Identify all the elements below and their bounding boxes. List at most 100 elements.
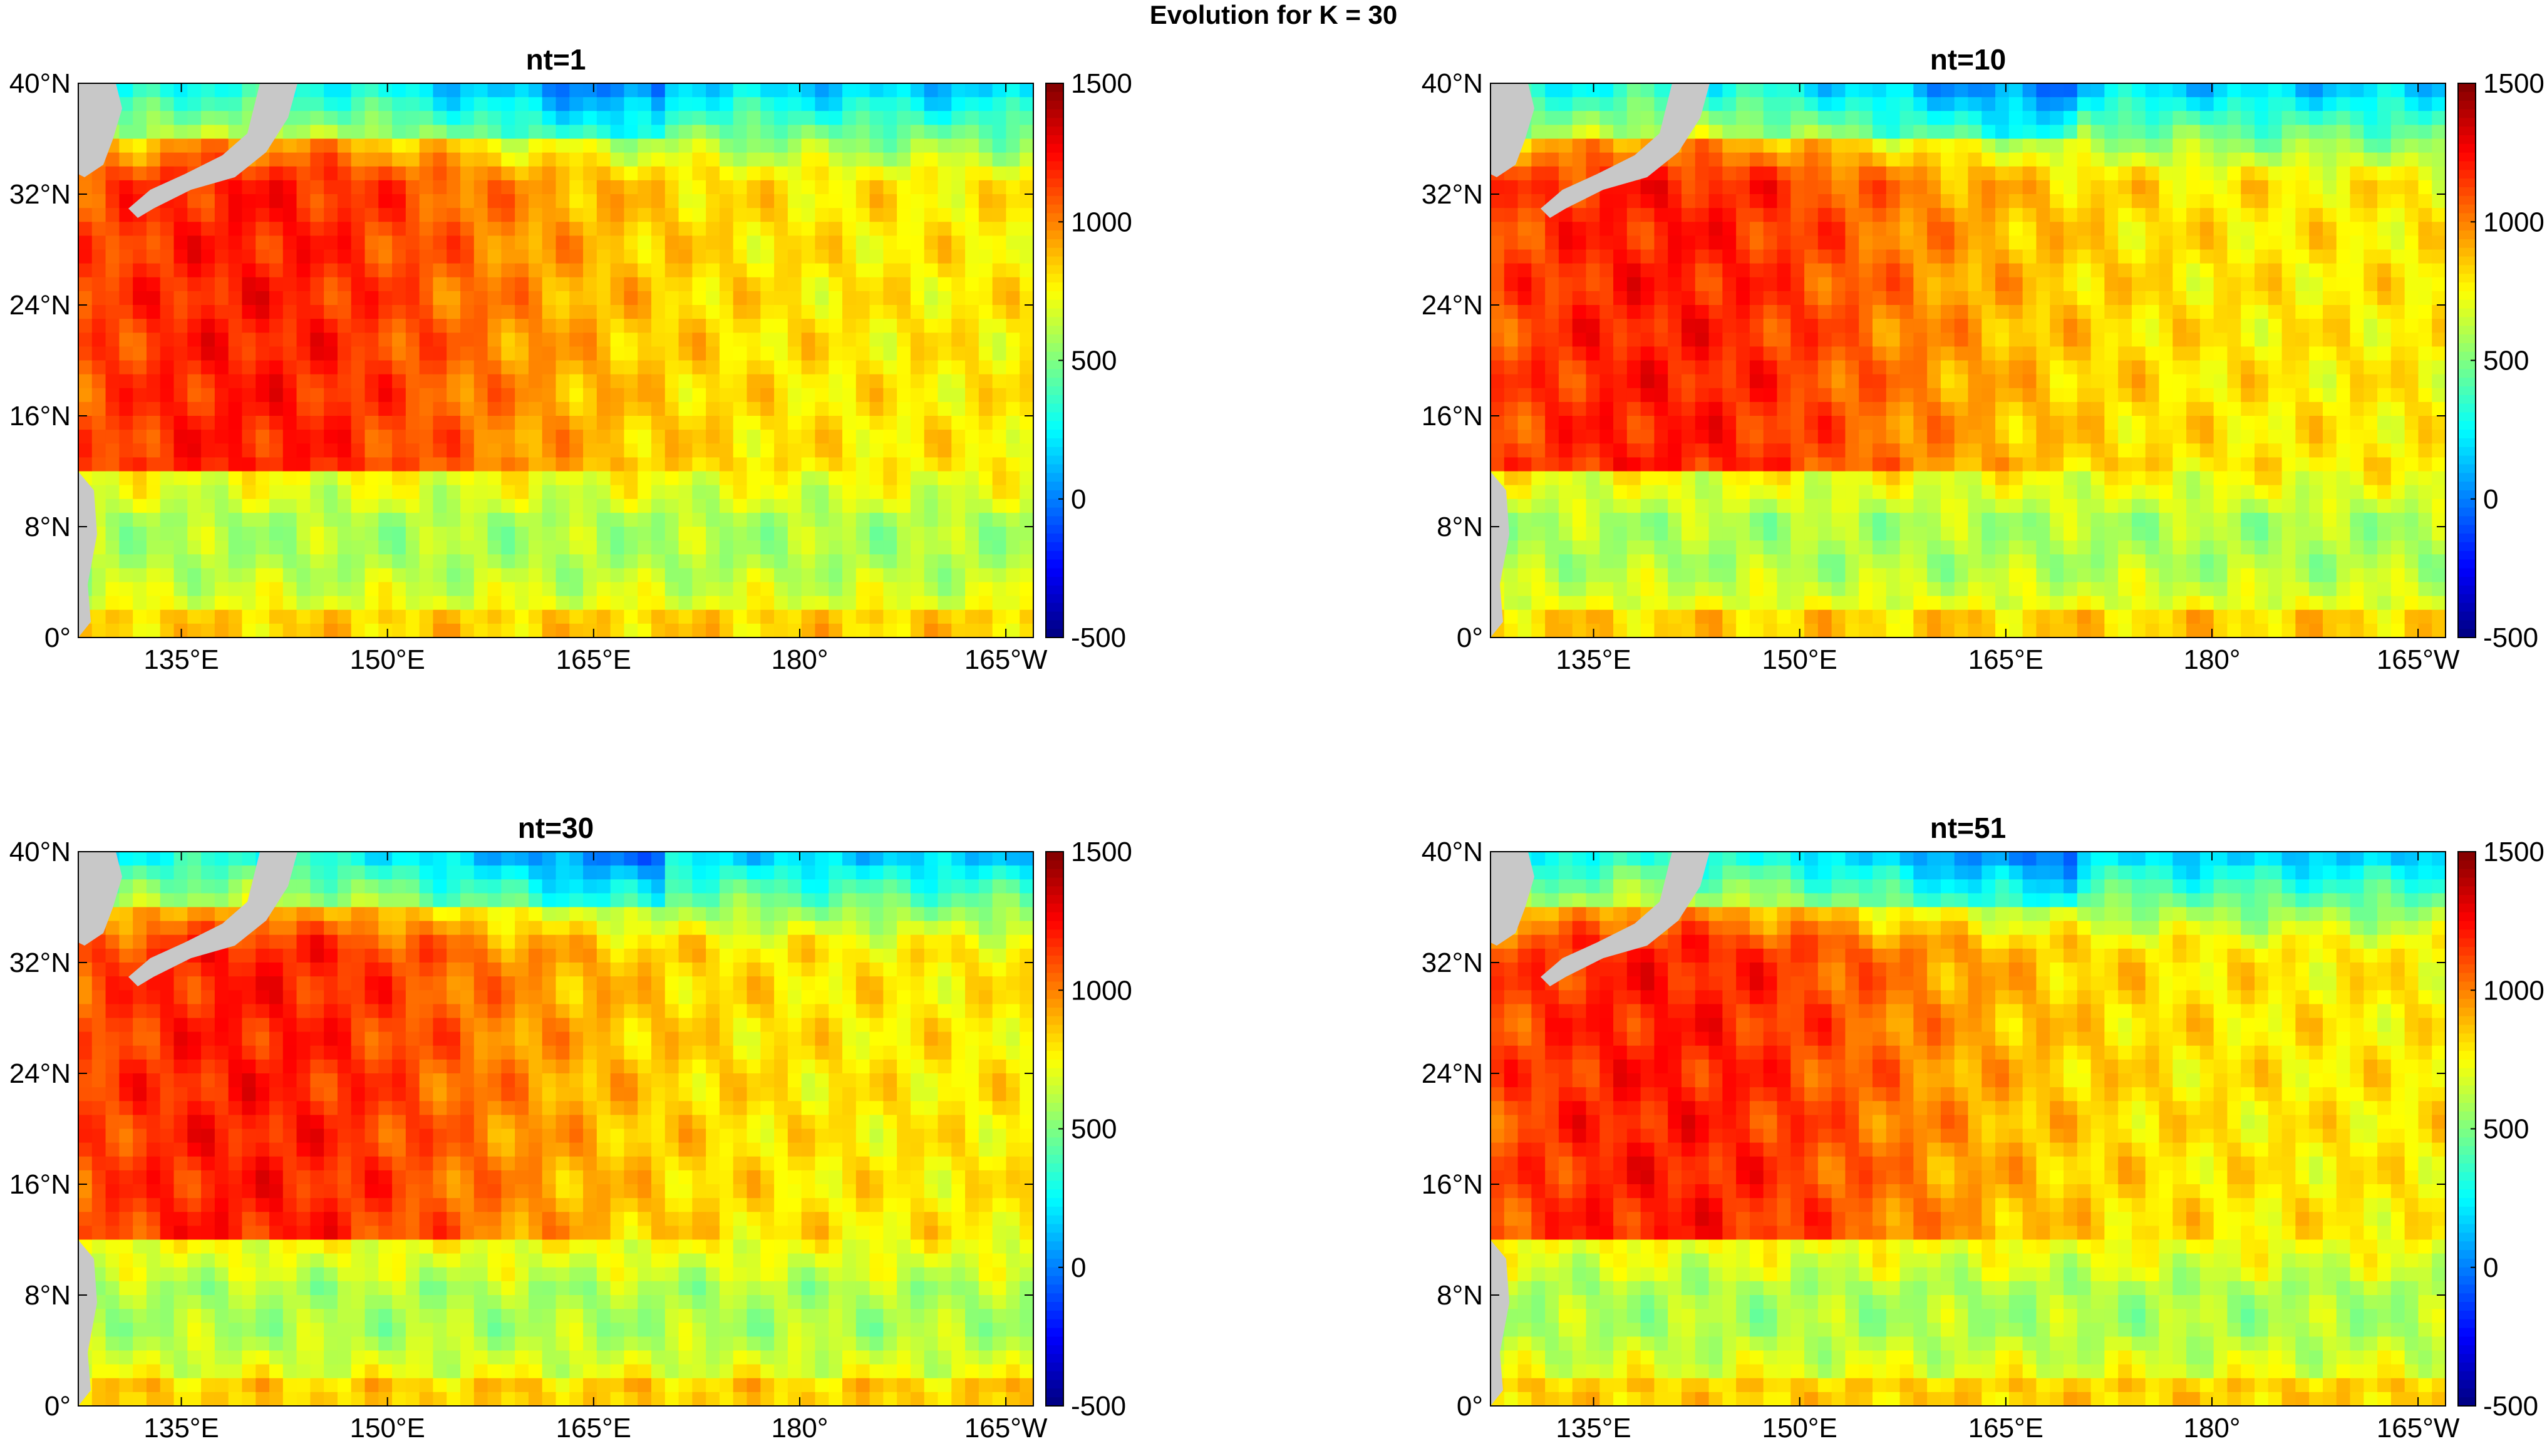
heatmap-cell [1559, 527, 1573, 541]
heatmap-cell [187, 388, 201, 403]
heatmap-cell [1818, 568, 1832, 582]
heatmap-cell [2091, 208, 2105, 222]
heatmap-cell [1586, 97, 1600, 111]
heatmap-cell [78, 388, 92, 403]
heatmap-cell [160, 153, 174, 167]
heatmap-cell [392, 235, 406, 250]
heatmap-cell [1900, 540, 1914, 555]
heatmap-cell [1981, 540, 1995, 555]
heatmap-cell [1764, 527, 1777, 541]
heatmap-cell [2064, 111, 2077, 125]
heatmap-cell [2172, 139, 2186, 153]
heatmap-cell [1845, 139, 1859, 153]
heatmap-cell [1873, 111, 1886, 125]
heatmap-cell [2186, 610, 2200, 624]
heatmap-cell [665, 194, 679, 209]
heatmap-cell [2064, 319, 2077, 333]
heatmap-cell [856, 277, 870, 292]
heatmap-cell [174, 582, 188, 597]
heatmap-cell [720, 374, 733, 389]
heatmap-cell [447, 624, 460, 638]
heatmap-cell [2118, 167, 2132, 181]
heatmap-cell [1599, 97, 1613, 111]
heatmap-cell [1559, 472, 1573, 486]
heatmap-cell [870, 499, 884, 514]
heatmap-cell [1641, 291, 1655, 306]
heatmap-cell [460, 194, 474, 209]
heatmap-cell [965, 111, 979, 125]
heatmap-cell [951, 582, 965, 597]
heatmap-cell [1818, 443, 1832, 458]
heatmap-cell [297, 194, 311, 209]
heatmap-cell [624, 610, 638, 624]
heatmap-cell [556, 111, 570, 125]
heatmap-cell [938, 346, 952, 361]
heatmap-cell [1518, 499, 1532, 514]
heatmap-cell [1573, 540, 1586, 555]
heatmap-cell [1955, 416, 1968, 430]
heatmap-cell [2146, 513, 2159, 527]
heatmap-cell [1613, 443, 1627, 458]
heatmap-cell [897, 167, 911, 181]
heatmap-cell [1995, 499, 2009, 514]
heatmap-cell [1845, 388, 1859, 403]
heatmap-cell [283, 610, 297, 624]
heatmap-cell [1750, 485, 1764, 500]
heatmap-cell [1668, 430, 1682, 444]
heatmap-cell [774, 333, 788, 347]
heatmap-cell [993, 97, 1006, 111]
heatmap-cell [897, 194, 911, 209]
heatmap-cell [979, 430, 993, 444]
heatmap-cell [433, 485, 447, 500]
heatmap-cell [406, 499, 420, 514]
heatmap-cell [392, 416, 406, 430]
heatmap-cell [842, 610, 856, 624]
heatmap-cell [2118, 527, 2132, 541]
heatmap-cell [1927, 235, 1941, 250]
heatmap-cell [1818, 83, 1832, 98]
heatmap-cell [1573, 416, 1586, 430]
heatmap-cell [1750, 374, 1764, 389]
heatmap-cell [1722, 153, 1736, 167]
heatmap-cell [2077, 111, 2091, 125]
heatmap-cell [447, 346, 460, 361]
heatmap-cell [1695, 554, 1709, 569]
heatmap-cell [1613, 235, 1627, 250]
heatmap-cell [378, 125, 392, 139]
heatmap-cell [1790, 180, 1804, 195]
heatmap-cell [215, 361, 229, 375]
heatmap-cell [474, 374, 488, 389]
heatmap-cell [1968, 277, 1982, 292]
heatmap-cell [365, 527, 379, 541]
heatmap-cell [1654, 457, 1668, 472]
heatmap-cell [938, 499, 952, 514]
heatmap-cell [283, 457, 297, 472]
heatmap-cell [365, 513, 379, 527]
heatmap-cell [774, 167, 788, 181]
heatmap-cell [1764, 443, 1777, 458]
heatmap-cell [679, 319, 693, 333]
heatmap-cell [447, 305, 460, 319]
heatmap-cell [365, 388, 379, 403]
heatmap-cell [856, 235, 870, 250]
heatmap-cell [242, 319, 256, 333]
heatmap-cell [679, 250, 693, 264]
heatmap-cell [802, 139, 815, 153]
heatmap-cell [815, 540, 829, 555]
heatmap-cell [351, 277, 365, 292]
heatmap-cell [679, 554, 693, 569]
heatmap-cell [2091, 374, 2105, 389]
heatmap-cell [1736, 83, 1750, 98]
heatmap-cell [2172, 582, 2186, 597]
heatmap-cell [1490, 388, 1504, 403]
heatmap-cell [1504, 402, 1518, 416]
heatmap-cell [1941, 485, 1955, 500]
heatmap-cell [501, 472, 515, 486]
heatmap-cell [529, 125, 542, 139]
heatmap-cell [2118, 83, 2132, 98]
heatmap-cell [78, 305, 92, 319]
heatmap-cell [1873, 374, 1886, 389]
heatmap-cell [542, 194, 556, 209]
heatmap-cell [665, 333, 679, 347]
heatmap-cell [842, 540, 856, 555]
